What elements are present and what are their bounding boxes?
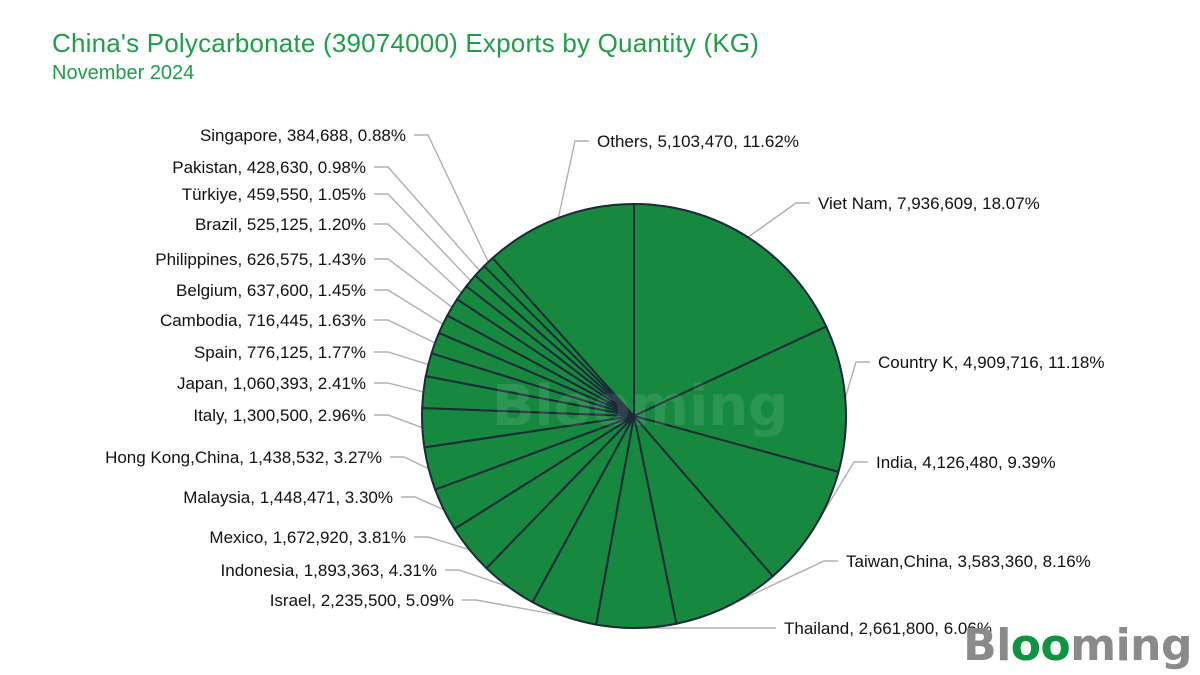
leader-line-t-rkiye [374, 193, 472, 282]
leader-line-israel [462, 599, 564, 617]
label-taiwan-china: Taiwan,China, 3,583,360, 8.16% [846, 552, 1091, 571]
label-italy: Italy, 1,300,500, 2.96% [193, 406, 366, 425]
label-hong-kong-china: Hong Kong,China, 1,438,532, 3.27% [105, 448, 382, 467]
slice-country-k [633, 325, 847, 473]
slice-others [491, 203, 635, 417]
blooming-logo: Blooming [963, 620, 1192, 671]
leader-line-philippines [374, 258, 453, 308]
label-malaysia: Malaysia, 1,448,471, 3.30% [183, 488, 393, 507]
label-mexico: Mexico, 1,672,920, 3.81% [209, 528, 406, 547]
watermark: Blooming [492, 374, 788, 439]
label-indonesia: Indonesia, 1,893,363, 4.31% [221, 561, 437, 580]
label-pakistan: Pakistan, 428,630, 0.98% [172, 158, 366, 177]
label-israel: Israel, 2,235,500, 5.09% [270, 591, 454, 610]
label-brazil: Brazil, 525,125, 1.20% [195, 215, 366, 234]
label-country-k: Country K, 4,909,716, 11.18% [878, 353, 1105, 372]
leader-line-spain [374, 351, 429, 366]
leader-line-pakistan [374, 166, 481, 272]
label-philippines: Philippines, 626,575, 1.43% [155, 250, 366, 269]
leader-line-indonesia [445, 569, 509, 588]
leader-line-brazil [374, 223, 463, 294]
label-india: India, 4,126,480, 9.39% [876, 453, 1056, 472]
pie-slices [421, 203, 847, 629]
slice-taiwan-china [633, 415, 774, 625]
chart-subtitle: November 2024 [52, 62, 195, 84]
leader-line-belgium [374, 289, 444, 325]
slice-labels: Viet Nam, 7,936,609, 18.07% Country K, 4,… [105, 126, 1104, 638]
leader-line-mexico [414, 536, 470, 551]
label-thailand: Thailand, 2,661,800, 6.06% [784, 619, 992, 638]
label-singapore: Singapore, 384,688, 0.88% [200, 126, 406, 145]
leader-line-india [812, 461, 868, 530]
leader-line-others [557, 140, 589, 219]
leader-line-japan [374, 382, 424, 393]
leader-line-country-k [844, 361, 870, 399]
slice-india [633, 415, 840, 578]
label-viet-nam: Viet Nam, 7,936,609, 18.07% [818, 194, 1040, 213]
chart-title: China's Polycarbonate (39074000) Exports… [52, 28, 760, 58]
label-t-rkiye: Türkiye, 459,550, 1.05% [182, 185, 366, 204]
label-others: Others, 5,103,470, 11.62% [597, 132, 799, 151]
leader-line-cambodia [374, 319, 436, 344]
leader-line-taiwan-china [727, 560, 838, 607]
label-cambodia: Cambodia, 716,445, 1.63% [160, 311, 366, 330]
leader-line-malaysia [401, 496, 445, 511]
label-belgium: Belgium, 637,600, 1.45% [176, 281, 366, 300]
leader-line-viet-nam [747, 202, 810, 238]
leader-line-italy [374, 414, 423, 429]
label-japan: Japan, 1,060,393, 2.41% [177, 374, 366, 393]
label-spain: Spain, 776,125, 1.77% [194, 343, 366, 362]
leader-line-singapore [414, 134, 489, 263]
slice-viet-nam [633, 203, 828, 417]
leader-line-hong-kong-china [390, 456, 429, 470]
leader-lines [374, 134, 870, 629]
